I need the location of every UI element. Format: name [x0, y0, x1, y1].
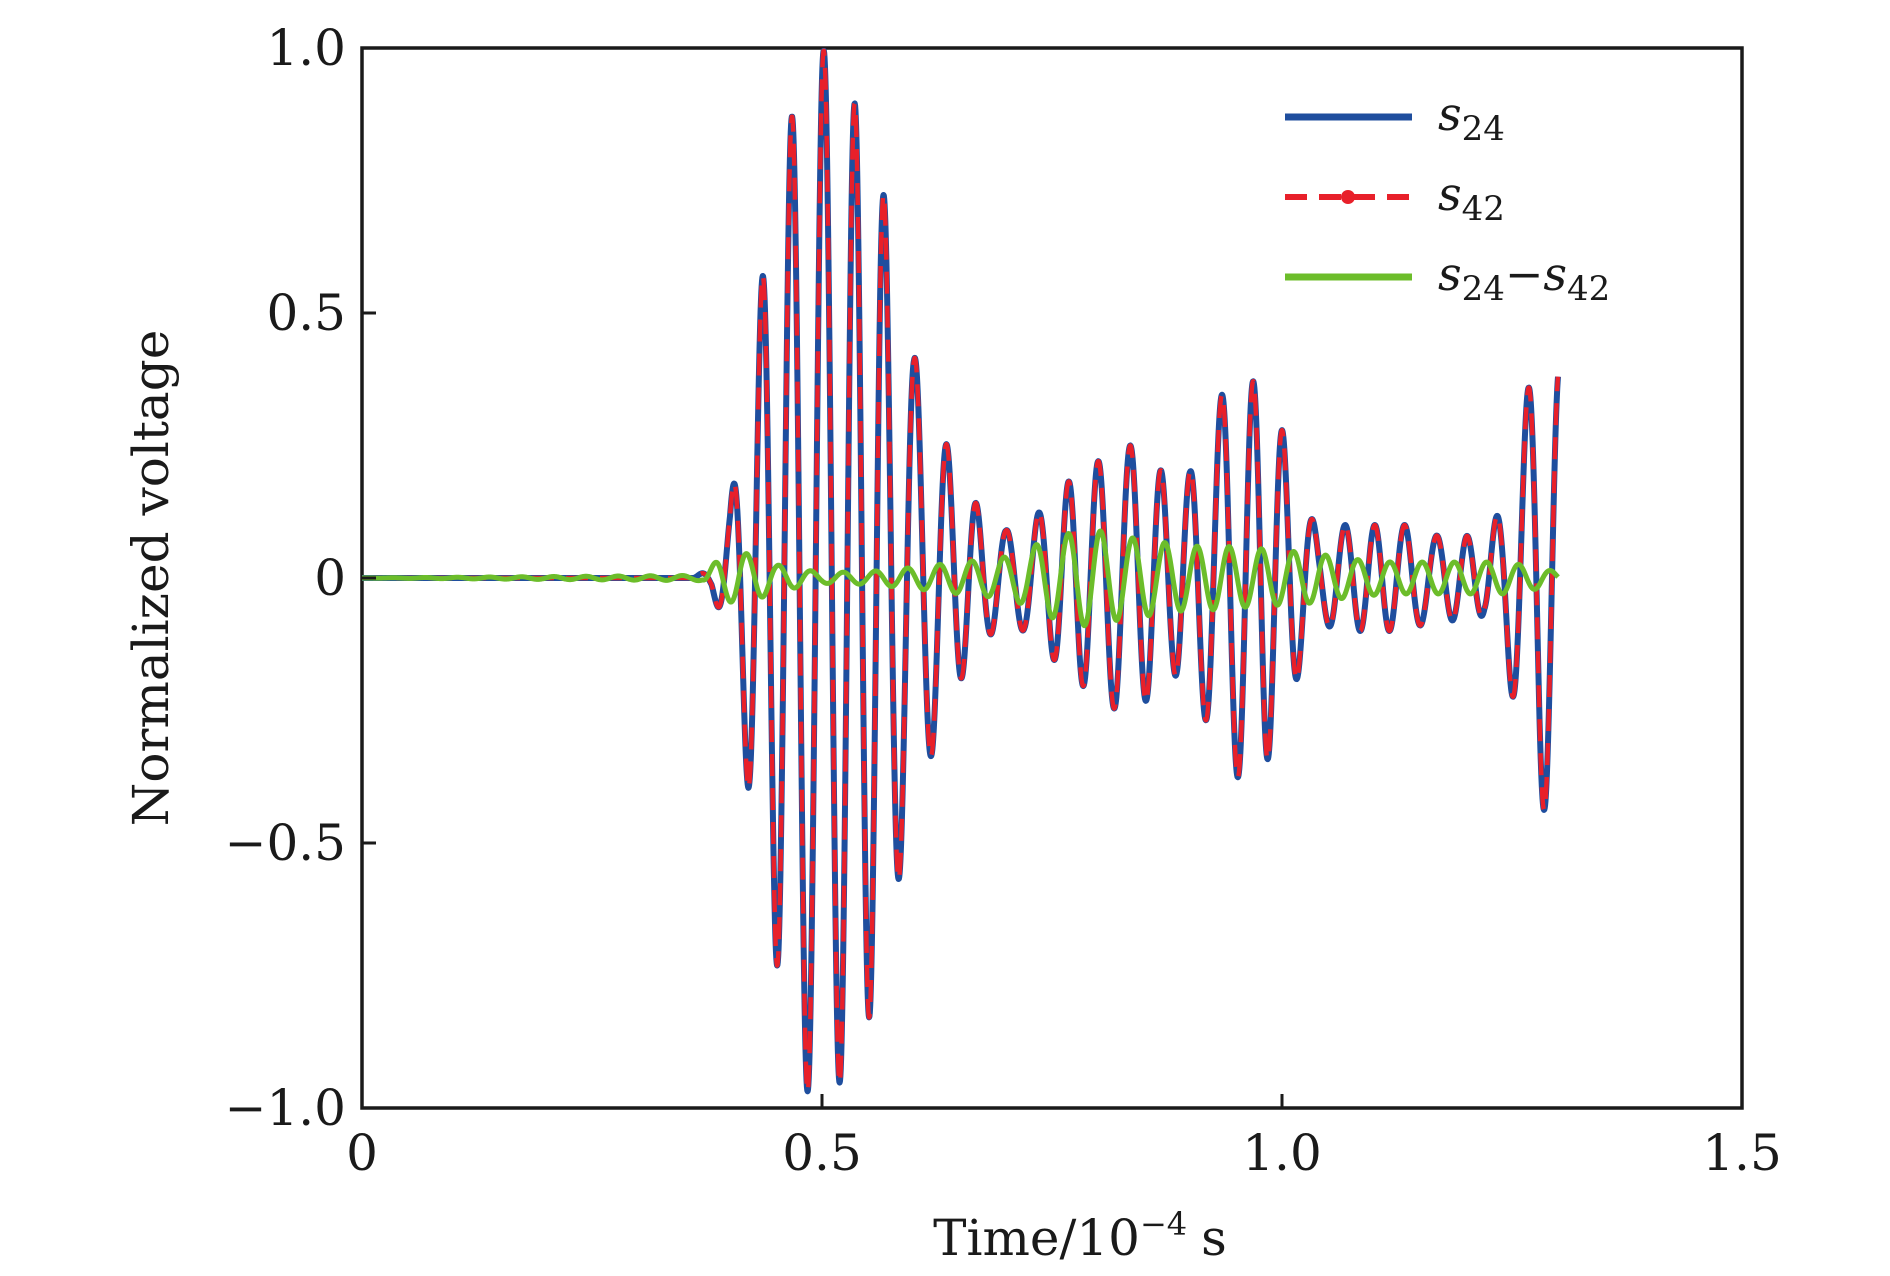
legend-label-s42-sub: 42 [1462, 189, 1505, 229]
x-tick-label: 1.5 [1702, 1124, 1782, 1182]
x-tick-label: 0.5 [782, 1124, 862, 1182]
legend-label-diff-minus: − [1505, 247, 1544, 301]
y-tick-label: 0.5 [266, 284, 346, 342]
legend-label-s24: s24 [1438, 87, 1505, 149]
x-axis-title: Time/10−4 s [933, 1205, 1227, 1267]
series-line-s24 [362, 48, 1561, 1095]
legend-label-s42-base: s [1438, 167, 1462, 221]
y-axis: −1.0 −0.5 0 0.5 1.0 [225, 19, 376, 1137]
y-tick-label: −0.5 [225, 814, 346, 872]
y-axis-title: Normalized voltage [122, 330, 180, 827]
y-tick-label: 1.0 [266, 19, 346, 77]
series-line-s24-minus-s42 [362, 528, 1561, 629]
legend-label-diff-sub2: 42 [1567, 269, 1610, 309]
legend-label-s24-base: s [1438, 87, 1462, 141]
y-tick-label: 0 [314, 549, 346, 607]
legend-label-s24-minus-s42: s24−s42 [1438, 247, 1610, 309]
legend-label-s24-sub: 24 [1462, 109, 1505, 149]
x-axis-title-unit: s [1201, 1209, 1227, 1267]
legend: s24 s42 s24−s42 [1285, 87, 1610, 309]
legend-label-s42: s42 [1438, 167, 1505, 229]
legend-label-diff-base2: s [1543, 247, 1567, 301]
legend-marker-s42 [1341, 190, 1355, 204]
x-tick-label: 0 [346, 1124, 378, 1182]
x-tick-label: 1.0 [1242, 1124, 1322, 1182]
x-axis: 0 0.5 1.0 1.5 [346, 1094, 1782, 1182]
legend-label-diff-sub1: 24 [1462, 269, 1505, 309]
x-axis-title-exponent: −4 [1140, 1205, 1187, 1243]
y-tick-label: −1.0 [225, 1079, 346, 1137]
legend-label-diff-base1: s [1438, 247, 1462, 301]
x-axis-title-base: Time/10 [933, 1209, 1140, 1267]
